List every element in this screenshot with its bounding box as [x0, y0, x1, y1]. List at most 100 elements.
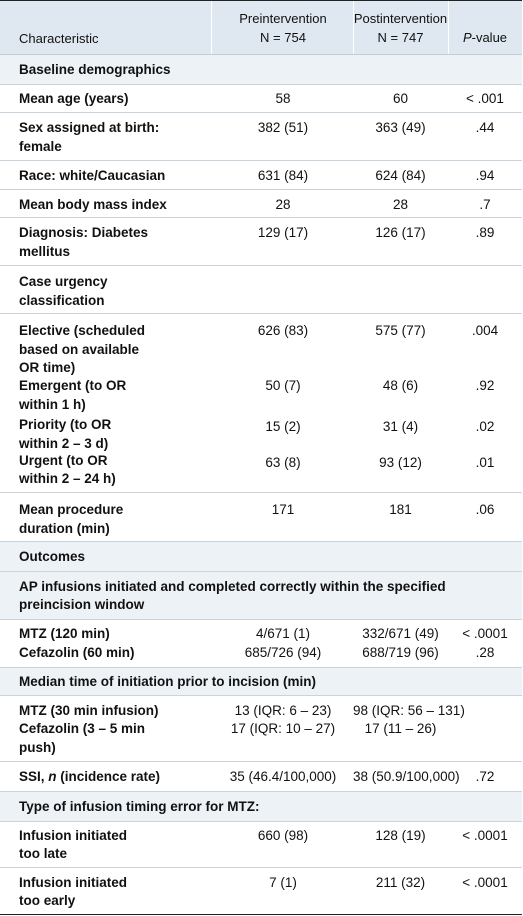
cell-p-value: .02	[475, 419, 495, 434]
row-divider	[0, 541, 522, 542]
cell-pre: 129 (17)	[257, 225, 309, 240]
row-label-cefazolin-time: Cefazolin (3 – 5 min	[19, 721, 146, 736]
cell-pre: 35 (46.4/100,000)	[229, 769, 337, 784]
cell-pre: 28	[275, 197, 291, 212]
section-baseline-demographics: Baseline demographics	[19, 62, 171, 77]
cell-post: 575 (77)	[375, 323, 426, 338]
row-label-too-early-cont: too early	[19, 893, 76, 908]
cell-pre: 13 (IQR: 6 – 23)	[234, 703, 332, 718]
cell-post: 624 (84)	[375, 168, 426, 183]
cell-post: 332/671 (49)	[362, 626, 439, 641]
cell-pre: 58	[275, 91, 291, 106]
row-label-mtz-window: MTZ (120 min)	[19, 626, 110, 641]
section-band	[0, 791, 522, 821]
section-outcomes: Outcomes	[19, 549, 86, 564]
row-divider	[0, 313, 522, 314]
cell-post: 363 (49)	[375, 120, 426, 135]
row-label-diabetes: Diagnosis: Diabetes	[19, 225, 149, 240]
section-band	[0, 571, 522, 619]
cell-pre: 4/671 (1)	[255, 626, 311, 641]
row-divider	[0, 761, 522, 762]
cell-post: 31 (4)	[382, 419, 419, 434]
row-divider	[0, 667, 522, 668]
section-band	[0, 55, 522, 84]
cell-post: 48 (6)	[382, 378, 419, 393]
row-label-duration-cont: duration (min)	[19, 521, 110, 536]
section-median-time: Median time of initiation prior to incis…	[19, 674, 316, 689]
row-divider	[0, 619, 522, 620]
header-separator	[211, 1, 212, 54]
cell-pre: 685/726 (94)	[244, 645, 322, 660]
row-divider	[0, 217, 522, 218]
section-ap-infusions-cont: preincision window	[19, 597, 145, 612]
row-divider	[0, 571, 522, 572]
cell-pre: 15 (2)	[265, 419, 301, 434]
cell-p-value: .72	[475, 769, 495, 784]
cell-post: 688/719 (96)	[362, 645, 439, 660]
cell-p-value: .28	[475, 645, 495, 660]
row-divider	[0, 791, 522, 792]
section-band	[0, 667, 522, 695]
cell-post: 28	[392, 197, 409, 212]
cell-p-value: .44	[475, 120, 495, 135]
section-case-urgency-cont: classification	[19, 293, 105, 308]
cell-p-value: < .0001	[462, 875, 508, 890]
cell-pre: 382 (51)	[257, 120, 309, 135]
header-pre-label: Preintervention	[239, 11, 327, 26]
section-band	[0, 541, 522, 571]
row-label-duration: Mean procedure	[19, 502, 124, 517]
cell-p-value: .94	[475, 168, 495, 183]
header-characteristic: Characteristic	[19, 31, 99, 46]
row-divider	[0, 695, 522, 696]
cell-post: 38 (50.9/100,000)	[353, 769, 460, 784]
cell-pre: 660 (98)	[257, 828, 309, 843]
row-label-too-late: Infusion initiated	[19, 828, 127, 843]
cell-p-value: .92	[475, 378, 495, 393]
row-label-priority: Priority (to OR	[19, 417, 112, 432]
row-divider	[0, 189, 522, 190]
row-label-diabetes-cont: mellitus	[19, 244, 71, 259]
cell-p-value: .01	[475, 455, 495, 470]
row-label-too-late-cont: too late	[19, 846, 68, 861]
cell-post: 211 (32)	[375, 875, 426, 890]
row-label-elective-cont: based on available	[19, 342, 140, 357]
header-p-value: P-value	[462, 30, 508, 45]
cell-post: 98 (IQR: 56 – 131)	[353, 703, 465, 718]
cell-pre: 7 (1)	[269, 875, 297, 890]
cell-p-value: .004	[471, 323, 499, 338]
header-separator	[448, 1, 449, 54]
cell-pre: 17 (IQR: 10 – 27)	[230, 721, 336, 736]
row-divider	[0, 84, 522, 85]
section-ap-infusions: AP infusions initiated and completed cor…	[19, 579, 446, 594]
cell-pre: 63 (8)	[265, 455, 301, 470]
row-label-elective: Elective (scheduled	[19, 323, 146, 338]
cell-p-value: < .001	[466, 91, 504, 106]
row-label-emergent: Emergent (to OR	[19, 378, 127, 393]
row-label-urgent-cont: within 2 – 24 h)	[19, 471, 116, 486]
cell-post: 17 (11 – 26)	[364, 721, 437, 736]
cell-p-value: .7	[479, 197, 491, 212]
header-post-n: N = 747	[377, 30, 424, 45]
cell-pre: 631 (84)	[257, 168, 309, 183]
row-label-sex-cont: female	[19, 139, 62, 154]
section-timing-error: Type of infusion timing error for MTZ:	[19, 799, 260, 814]
header-pre-n: N = 754	[260, 30, 306, 45]
row-label-ssi: SSI, n (incidence rate)	[19, 769, 161, 784]
row-label-sex: Sex assigned at birth:	[19, 120, 160, 135]
row-divider	[0, 867, 522, 868]
row-label-cefazolin-time-cont: push)	[19, 740, 56, 755]
cell-p-value: .06	[475, 502, 495, 517]
row-divider	[0, 112, 522, 113]
row-label-priority-cont: within 2 – 3 d)	[19, 436, 109, 451]
row-label-too-early: Infusion initiated	[19, 875, 127, 890]
cell-p-value: < .0001	[462, 626, 508, 641]
row-divider	[0, 821, 522, 822]
cell-p-value: .89	[475, 225, 495, 240]
cell-post: 60	[392, 91, 409, 106]
header-separator	[353, 1, 354, 54]
cell-pre: 626 (83)	[257, 323, 309, 338]
section-case-urgency: Case urgency	[19, 274, 108, 289]
row-divider	[0, 160, 522, 161]
cell-p-value: < .0001	[462, 828, 508, 843]
